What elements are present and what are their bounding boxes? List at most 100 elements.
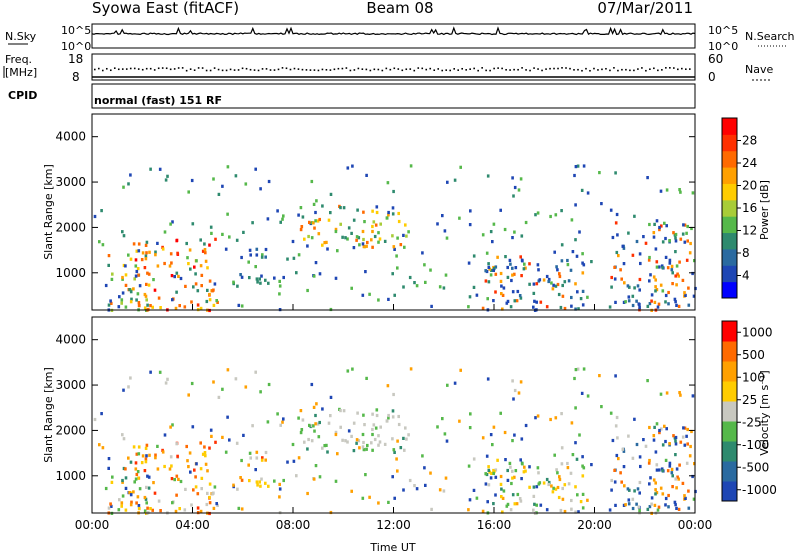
range-time-cell [362, 245, 366, 249]
range-time-cell [117, 305, 121, 309]
range-time-cell [513, 502, 517, 506]
range-time-cell [278, 487, 282, 491]
range-time-cell [375, 408, 379, 412]
range-time-cell [171, 501, 174, 505]
freq-sample-dot [193, 69, 196, 71]
range-time-cell [208, 495, 211, 500]
freq-sample-dot [101, 69, 104, 72]
range-time-cell [671, 282, 674, 286]
range-time-cell [136, 470, 140, 474]
y-tick-label: 2000 [55, 220, 86, 234]
range-time-cell [408, 478, 412, 483]
freq-sample-dot [313, 69, 316, 71]
freq-sample-dot [601, 68, 603, 71]
range-time-cell [489, 476, 493, 480]
freq-sample-dot [201, 67, 204, 69]
range-time-cell [423, 466, 426, 470]
velocity-ylabel: Slant Range [km] [42, 367, 55, 463]
freq-sample-dot [293, 67, 296, 70]
range-time-cell [144, 254, 148, 258]
range-time-cell [487, 483, 491, 487]
range-time-cell [519, 296, 523, 300]
range-time-cell [134, 274, 138, 278]
range-time-cell [393, 293, 396, 297]
range-time-cell [682, 426, 685, 430]
freq-sample-dot [229, 68, 232, 71]
range-time-cell [255, 277, 259, 281]
nsky-strip: N.Sky 10^5 10^0 10^5 10^0 N.Search [5, 23, 795, 53]
range-time-cell [267, 281, 270, 285]
range-time-cell [391, 437, 394, 441]
range-time-cell [499, 271, 503, 276]
range-time-cell [297, 456, 301, 460]
range-time-cell [251, 424, 254, 428]
range-time-cell [255, 253, 259, 257]
range-time-cell [627, 498, 631, 502]
range-time-cell [312, 221, 315, 225]
range-time-cell [674, 300, 677, 304]
range-time-cell [206, 491, 209, 495]
range-time-cell [146, 271, 149, 275]
freq-sample-dot [157, 67, 160, 70]
range-time-cell [391, 409, 395, 413]
range-time-cell [687, 506, 691, 510]
range-time-cell [176, 251, 179, 255]
range-time-cell [524, 423, 528, 428]
range-time-cell [321, 204, 324, 208]
range-time-cell [405, 437, 408, 441]
freq-sample-dot [161, 67, 164, 69]
range-time-cell [571, 250, 575, 254]
range-time-cell [387, 500, 390, 504]
range-time-cell [186, 256, 189, 260]
nave-right-tick-top: 60 [708, 52, 723, 66]
range-time-cell [570, 218, 574, 222]
range-time-cell [356, 208, 359, 212]
range-time-cell [484, 279, 488, 283]
range-time-cell [149, 167, 152, 171]
range-time-cell [237, 506, 241, 510]
range-time-cell [581, 455, 584, 459]
range-time-cell [557, 495, 561, 500]
freq-sample-dot [521, 67, 523, 69]
range-time-cell [511, 379, 514, 383]
range-time-cell [224, 450, 228, 454]
range-time-cell [249, 456, 252, 460]
range-time-cell [134, 477, 138, 481]
range-time-cell [379, 222, 382, 226]
range-time-cell [362, 413, 365, 417]
range-time-cell [617, 457, 620, 461]
range-time-cell [665, 427, 668, 431]
range-time-cell [226, 368, 230, 372]
range-time-cell [244, 182, 248, 186]
freq-sample-dot [117, 68, 120, 71]
freq-sample-dot [197, 67, 200, 69]
range-time-cell [379, 425, 382, 429]
range-time-cell [614, 300, 617, 304]
range-time-cell [496, 458, 499, 462]
range-time-cell [334, 432, 338, 437]
colorbar-swatch [722, 134, 737, 152]
range-time-cell [686, 427, 689, 432]
range-time-cell [145, 251, 148, 255]
range-time-cell [646, 507, 650, 511]
range-time-cell [561, 486, 564, 491]
range-time-cell [189, 470, 192, 474]
y-tick-label: 1000 [55, 266, 86, 280]
range-time-cell [375, 413, 379, 418]
range-time-cell [453, 381, 457, 385]
range-time-cell [295, 474, 298, 478]
range-time-cell [370, 441, 373, 445]
range-time-cell [519, 499, 523, 503]
range-time-cell [240, 507, 244, 511]
range-time-cell [402, 436, 405, 440]
range-time-cell [615, 453, 619, 458]
range-time-cell [363, 220, 366, 224]
range-time-cell [506, 468, 509, 473]
range-time-cell [100, 412, 103, 416]
range-time-cell [358, 446, 361, 450]
range-time-cell [665, 391, 669, 395]
range-time-cell [631, 506, 635, 511]
range-time-cell [256, 280, 259, 284]
range-time-cell [104, 486, 108, 491]
nsky-left-tick-bottom: 10^0 [61, 40, 91, 53]
